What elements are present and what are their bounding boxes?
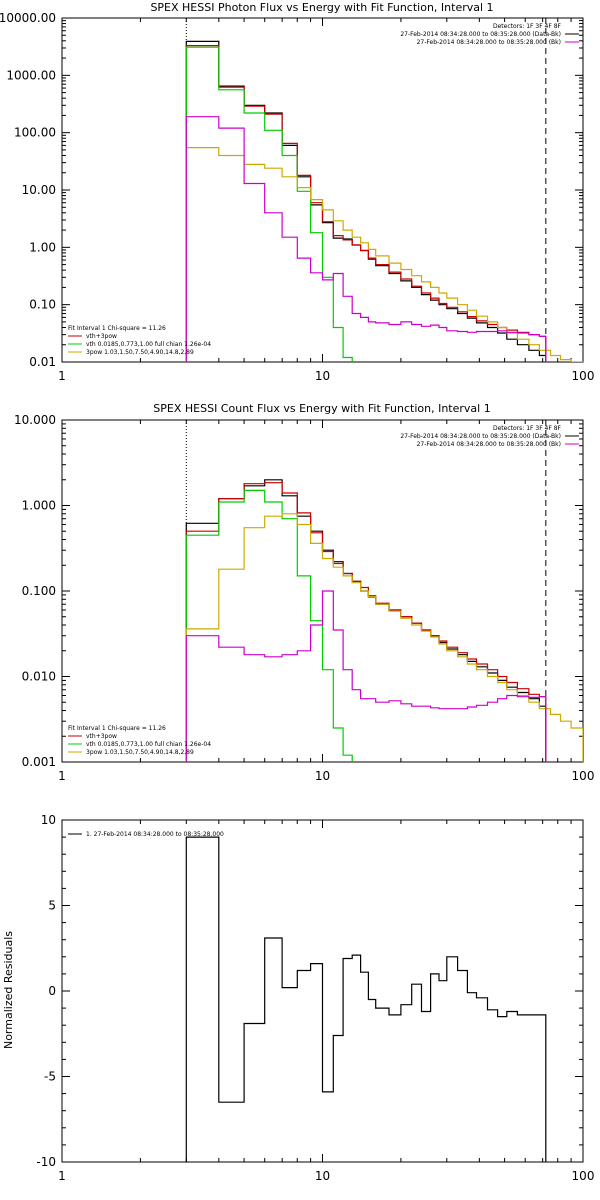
residuals-ylabel: Normalized Residuals (2, 931, 15, 1049)
series-line-2 (185, 489, 353, 762)
y-tick-label: 0.01 (29, 355, 56, 369)
x-tick-label: 10 (315, 369, 330, 383)
legend-bottom-label: Fit Interval 1 Chi-square = 11.26 (68, 725, 166, 732)
legend-top-label: 27-Feb-2014 08:34:28.000 to 08:35:28.000… (400, 433, 561, 440)
y-tick-label: 10.00 (22, 183, 56, 197)
x-tick-label: 1 (58, 1169, 66, 1183)
x-tick-label: 100 (572, 1169, 595, 1183)
x-tick-label: 10 (315, 769, 330, 783)
series-line-4 (185, 590, 547, 762)
y-tick-label: 10.000 (14, 413, 56, 427)
series-group (185, 836, 547, 1162)
y-tick-label: 10000.00 (0, 11, 56, 25)
series-line-4 (185, 116, 547, 362)
y-tick-label: 1.000 (22, 499, 56, 513)
y-tick-label: 0 (48, 984, 56, 998)
legend-top-label: Detectors: 1F 3F 4F 8F (493, 425, 562, 432)
legend-top-label: 27-Feb-2014 08:34:28.000 to 08:35:28.000… (400, 31, 561, 38)
y-tick-label: -10 (36, 1155, 56, 1169)
series-line-1 (185, 45, 547, 362)
x-tick-label: 100 (572, 369, 595, 383)
residuals-panel: Normalized Residuals 1 10 100 -10 -5 0 5 10 1. 2… (2, 813, 594, 1183)
series-group (185, 479, 583, 762)
x-tick-label: 1 (58, 769, 66, 783)
legend-top-label: 27-Feb-2014 08:34:28.000 to 08:35:28.000… (417, 39, 561, 46)
plot-frame (61, 17, 584, 363)
x-tick-label: 10 (315, 1169, 330, 1183)
series-line-3 (185, 513, 583, 762)
count-flux-panel: SPEX HESSI Count Flux vs Energy with Fit… (14, 402, 594, 783)
x-tick-label: 1 (58, 369, 66, 383)
count-flux-title: SPEX HESSI Count Flux vs Energy with Fit… (153, 402, 490, 415)
series-line-1 (185, 482, 547, 762)
legend-bottom-label: 3pow 1.03,1.50,7.50,4.90,14.8,2.89 (86, 349, 194, 356)
series-line-0 (185, 836, 547, 1162)
series-line-0 (185, 479, 547, 762)
series-group (185, 40, 583, 362)
y-tick-label: 1.00 (29, 240, 56, 254)
y-tick-label: 1000.00 (6, 68, 56, 82)
y-tick-label: -5 (44, 1070, 56, 1084)
legend-top-label: 27-Feb-2014 08:34:28.000 to 08:35:28.000… (417, 441, 561, 448)
legend-bottom-label: 3pow 1.03,1.50,7.50,4.90,14.8,2.89 (86, 749, 194, 756)
y-tick-label: 5 (48, 899, 56, 913)
legend-bottom-label: vth 0.0185,0.773,1.00 full chian 1.26e-0… (86, 741, 211, 748)
photon-flux-title: SPEX HESSI Photon Flux vs Energy with Fi… (150, 1, 493, 14)
legend-bottom-label: vth+3pow (86, 733, 117, 740)
photon-flux-panel: SPEX HESSI Photon Flux vs Energy with Fi… (0, 1, 594, 383)
series-line-2 (185, 46, 353, 362)
y-tick-label: 0.10 (29, 298, 56, 312)
y-tick-label: 100.00 (14, 126, 56, 140)
legend-bottom-label: vth+3pow (86, 333, 117, 340)
y-tick-label: 10 (41, 813, 56, 827)
legend-bottom-label: vth 0.0185,0.773,1.00 full chian 1.26e-0… (86, 341, 211, 348)
y-tick-label: 0.100 (22, 584, 56, 598)
legend-bottom-label: Fit Interval 1 Chi-square = 11.26 (68, 325, 166, 332)
x-tick-label: 100 (572, 769, 595, 783)
y-tick-label: 0.001 (22, 755, 56, 769)
legend-top-label: Detectors: 1F 3F 4F 8F (493, 23, 562, 30)
y-tick-label: 0.010 (22, 670, 56, 684)
series-line-3 (185, 147, 583, 362)
legend-label: 1. 27-Feb-2014 08:34:28.000 to 08:35:28.… (86, 831, 224, 838)
